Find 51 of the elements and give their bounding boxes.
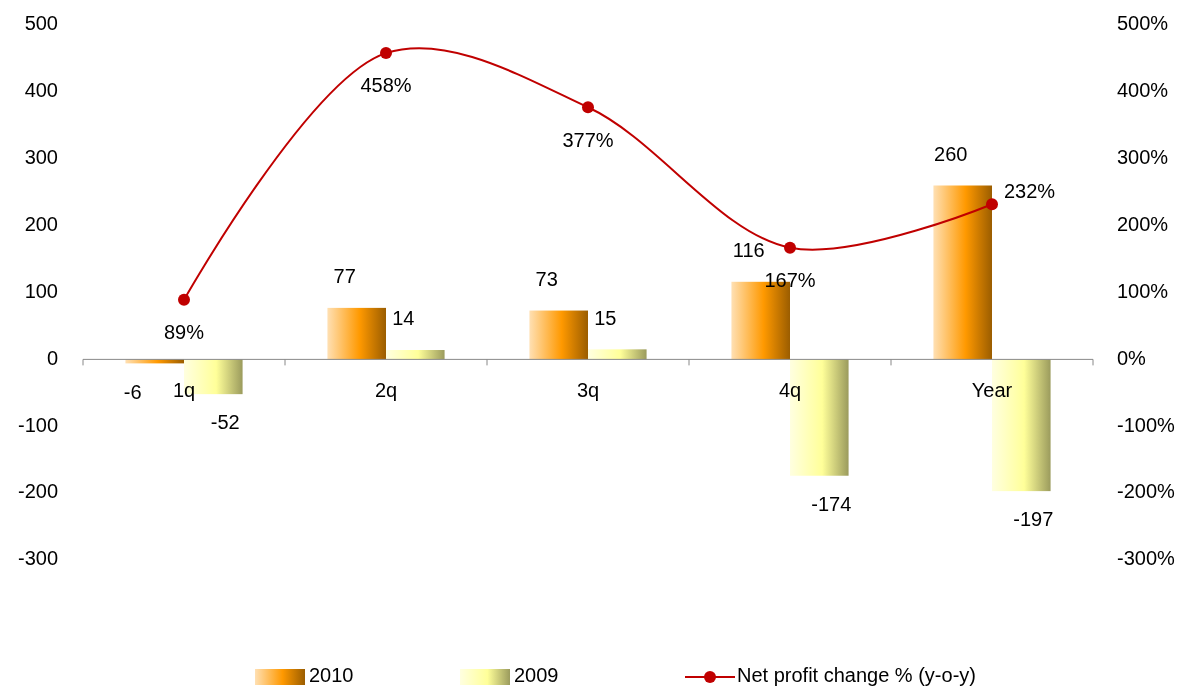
y2-tick-label: 0% bbox=[1117, 346, 1147, 369]
y-tick-label: 400 bbox=[24, 79, 58, 102]
y2-tick-label: 400% bbox=[1117, 79, 1169, 102]
y-tick-label: 0 bbox=[46, 346, 58, 369]
x-tick-label: 4q bbox=[778, 379, 802, 402]
bar bbox=[529, 310, 588, 360]
point bbox=[986, 198, 998, 211]
y-tick-label: -200 bbox=[17, 480, 58, 503]
point bbox=[582, 101, 594, 114]
data-label: 14 bbox=[392, 307, 415, 330]
point bbox=[178, 293, 190, 306]
bar bbox=[933, 185, 992, 360]
x-tick-label: 3q bbox=[576, 379, 600, 402]
y-tick-label: -100 bbox=[17, 413, 58, 436]
legend-label: 2009 bbox=[514, 664, 559, 687]
y2-tick-label: 300% bbox=[1117, 146, 1169, 169]
point bbox=[784, 241, 796, 254]
data-label: -52 bbox=[210, 411, 240, 434]
y-tick-label: 200 bbox=[24, 212, 58, 235]
bar bbox=[386, 350, 445, 360]
x-tick-label: 1q bbox=[172, 379, 196, 402]
data-label: -174 bbox=[811, 493, 852, 516]
data-label: 15 bbox=[594, 306, 617, 329]
x-tick-label: 2q bbox=[374, 379, 398, 402]
data-label: 116 bbox=[732, 239, 765, 262]
point bbox=[380, 47, 392, 60]
y2-tick-label: 200% bbox=[1117, 212, 1169, 235]
legend-label: Net profit change % (y-o-y) bbox=[737, 664, 976, 687]
data-label: 377% bbox=[562, 128, 614, 151]
y-tick-label: 100 bbox=[24, 279, 58, 302]
x-tick-label: Year bbox=[971, 379, 1013, 402]
y2-tick-label: 100% bbox=[1117, 279, 1169, 302]
bar bbox=[327, 307, 386, 360]
y2-tick-label: -200% bbox=[1117, 480, 1176, 503]
legend-label: 2010 bbox=[309, 664, 354, 687]
bar bbox=[588, 349, 647, 360]
data-label: 73 bbox=[535, 267, 558, 290]
data-label: -197 bbox=[1013, 508, 1054, 531]
data-label: 260 bbox=[934, 142, 968, 165]
data-label: 458% bbox=[360, 74, 412, 97]
data-label: -6 bbox=[123, 380, 142, 403]
data-label: 89% bbox=[163, 321, 205, 344]
data-label: 232% bbox=[1004, 179, 1056, 202]
y2-tick-label: -100% bbox=[1117, 413, 1176, 436]
y-tick-label: -300 bbox=[17, 547, 58, 570]
y-tick-label: 300 bbox=[24, 146, 58, 169]
y-tick-label: 500 bbox=[24, 12, 58, 35]
y2-tick-label: -300% bbox=[1117, 547, 1176, 570]
y2-tick-label: 500% bbox=[1117, 12, 1169, 35]
data-label: 167% bbox=[764, 268, 816, 291]
data-label: 77 bbox=[333, 265, 356, 288]
